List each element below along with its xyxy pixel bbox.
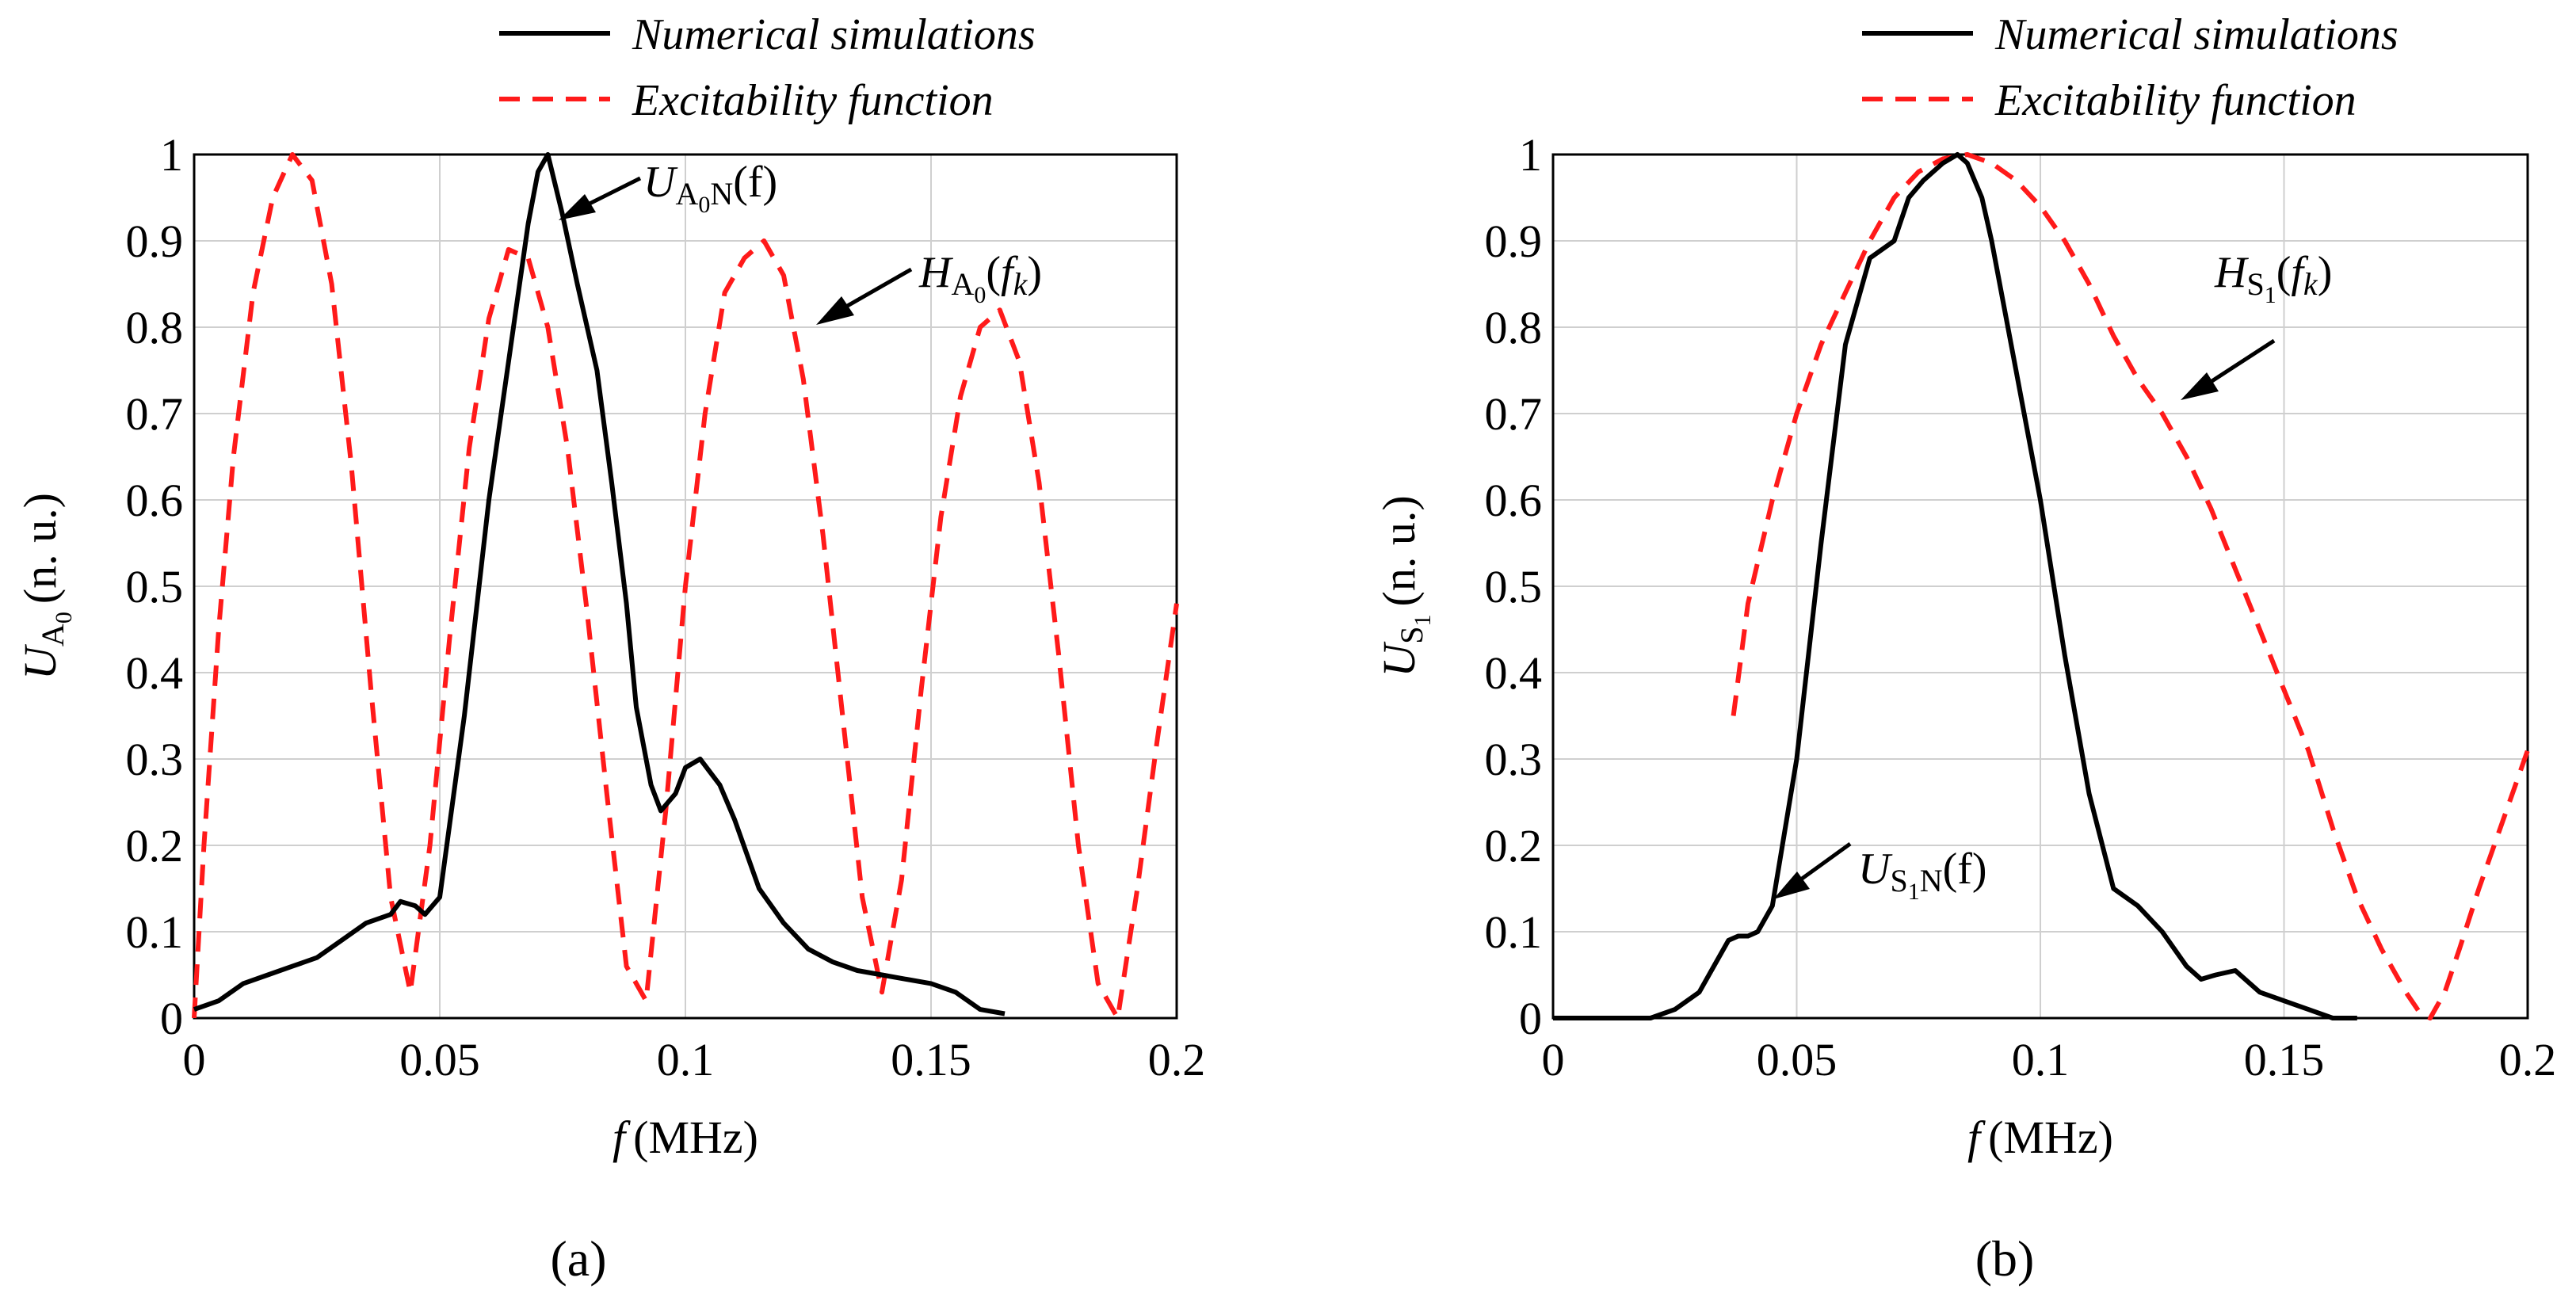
panel-label-b: (b)	[1975, 1230, 2035, 1287]
legend-solid-label: Numerical simulations	[1994, 10, 2399, 59]
annotation-arrowhead	[2181, 372, 2219, 400]
legend-solid-label: Numerical simulations	[632, 10, 1036, 59]
legend-dashed-label: Excitability function	[632, 76, 994, 125]
annotation-dashed-label: HS1(fk)	[2214, 248, 2332, 308]
x-axis-label-b: f (MHz)	[1967, 1112, 2113, 1163]
x-tick-label: 0.05	[1757, 1034, 1838, 1085]
x-tick-label: 0.2	[2499, 1034, 2557, 1085]
series-b	[1553, 152, 2530, 1020]
y-tick-label: 0.7	[126, 388, 184, 440]
series-excitability-function-b	[1731, 152, 2530, 1020]
series-a	[192, 152, 1179, 1020]
x-tick-label: 0	[183, 1034, 206, 1085]
series-numerical-simulations-b	[1553, 152, 2357, 1020]
x-tick-label: 0	[1542, 1034, 1565, 1085]
annotation-dashed-label: HA0(fk)	[918, 248, 1042, 308]
y-tick-label: 0.5	[126, 561, 184, 612]
series-numerical-simulations-a	[193, 152, 1006, 1016]
plot-frame-b	[1551, 153, 2529, 1020]
chart-panel-b: 0 0.1 0.2 0.3 0.4 0.5 0.6 0.7 0.8 0.9 1 0 0.05 0.1 0.…	[1373, 10, 2556, 1287]
y-tick-label: 0.4	[1485, 647, 1543, 699]
grid-b	[1553, 154, 2528, 1018]
x-ticks-a: 0 0.05 0.1 0.15 0.2	[183, 1034, 1206, 1085]
y-tick-label: 0.8	[1485, 302, 1543, 353]
panel-label-a: (a)	[550, 1230, 606, 1287]
y-tick-label: 0.4	[126, 647, 184, 699]
y-tick-label: 1	[1519, 129, 1542, 181]
y-tick-label: 1	[160, 129, 183, 181]
y-tick-label: 0.5	[1485, 561, 1543, 612]
legend-b: Numerical simulations Excitability funct…	[1862, 10, 2399, 125]
x-tick-label: 0.15	[891, 1034, 971, 1085]
y-axis-label-b: US1(n. u.)	[1373, 495, 1436, 677]
y-axis-label-a: UA0(n. u.)	[14, 493, 77, 680]
y-tick-label: 0.9	[1485, 216, 1543, 267]
y-tick-label: 0.1	[1485, 906, 1543, 958]
x-tick-label: 0.2	[1148, 1034, 1206, 1085]
chart-panel-a: 0 0.1 0.2 0.3 0.4 0.5 0.6 0.7 0.8 0.9 1 0 0.05 0.1 0.…	[14, 10, 1205, 1287]
x-ticks-b: 0 0.05 0.1 0.15 0.2	[1542, 1034, 2557, 1085]
y-tick-label: 0.7	[1485, 388, 1543, 440]
annotation-dashed-b: HS1(fk)	[2181, 248, 2332, 400]
annotation-arrowhead	[1773, 872, 1810, 899]
y-ticks-b: 0 0.1 0.2 0.3 0.4 0.5 0.6 0.7 0.8 0.9 1	[1485, 129, 1543, 1044]
annotation-solid-b: US1N(f)	[1773, 841, 1987, 905]
x-tick-label: 0.1	[2012, 1034, 2070, 1085]
annotation-solid-label: UA0N(f)	[643, 158, 777, 218]
x-tick-label: 0.1	[657, 1034, 715, 1085]
legend-a: Numerical simulations Excitability funct…	[499, 10, 1036, 125]
y-tick-label: 0	[160, 993, 183, 1044]
x-axis-label-a: f (MHz)	[613, 1112, 758, 1163]
y-tick-label: 0.8	[126, 302, 184, 353]
annotation-dashed-a: HA0(fk)	[816, 248, 1042, 325]
y-tick-label: 0.3	[126, 734, 184, 785]
annotation-solid-a: UA0N(f)	[559, 158, 777, 220]
y-tick-label: 0	[1519, 993, 1542, 1044]
y-tick-label: 0.6	[1485, 475, 1543, 526]
annotation-arrowhead	[816, 296, 854, 325]
y-tick-label: 0.1	[126, 906, 184, 958]
y-tick-label: 0.2	[126, 820, 184, 872]
y-tick-label: 0.2	[1485, 820, 1543, 872]
annotation-solid-label: US1N(f)	[1858, 845, 1987, 905]
y-tick-label: 0.6	[126, 475, 184, 526]
annotation-arrowhead	[559, 194, 596, 220]
series-excitability-function-a	[192, 152, 1179, 1020]
x-tick-label: 0.15	[2244, 1034, 2325, 1085]
legend-dashed-label: Excitability function	[1994, 76, 2357, 125]
plot-frame-a	[193, 153, 1178, 1020]
y-tick-label: 0.9	[126, 216, 184, 267]
y-ticks-a: 0 0.1 0.2 0.3 0.4 0.5 0.6 0.7 0.8 0.9 1	[126, 129, 184, 1044]
y-tick-label: 0.3	[1485, 734, 1543, 785]
x-tick-label: 0.05	[399, 1034, 480, 1085]
